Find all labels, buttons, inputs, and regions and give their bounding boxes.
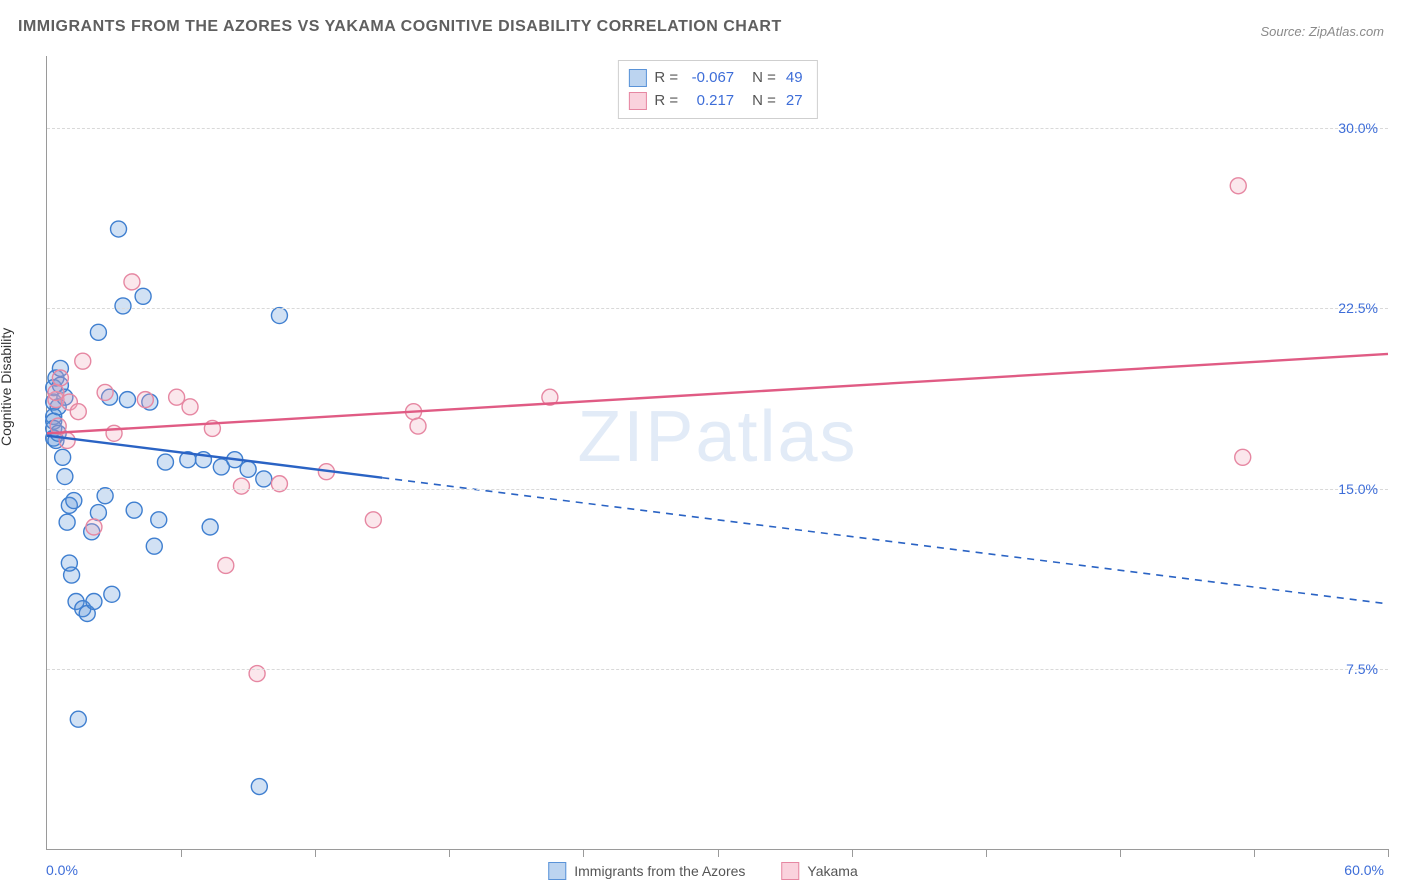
data-point [151,512,167,528]
data-point [137,392,153,408]
data-point [97,384,113,400]
y-tick-label: 7.5% [1346,661,1378,677]
data-point [59,432,75,448]
data-point [106,425,122,441]
swatch-icon [548,862,566,880]
data-point [86,519,102,535]
swatch-icon [781,862,799,880]
data-point [256,471,272,487]
data-point [365,512,381,528]
chart-plot-area: ZIPatlas R =-0.067 N =49 R =0.217 N =27 … [46,56,1388,850]
chart-title: IMMIGRANTS FROM THE AZORES VS YAKAMA COG… [18,18,782,36]
data-point [202,519,218,535]
data-point [1230,178,1246,194]
data-point [233,478,249,494]
data-point [111,221,127,237]
x-axis-min-label: 0.0% [46,862,78,878]
x-axis-max-label: 60.0% [1344,862,1384,878]
scatter-plot-svg [47,56,1388,849]
data-point [157,454,173,470]
data-point [66,493,82,509]
data-point [271,308,287,324]
data-point [55,449,71,465]
data-point [104,586,120,602]
data-point [240,461,256,477]
data-point [251,779,267,795]
legend: Immigrants from the Azores Yakama [548,862,858,880]
data-point [90,324,106,340]
data-point [124,274,140,290]
trend-line-dashed [382,478,1388,604]
legend-label-2: Yakama [807,863,857,879]
data-point [86,593,102,609]
data-point [182,399,198,415]
data-point [59,514,75,530]
source-label: Source: ZipAtlas.com [1260,24,1384,39]
data-point [1235,449,1251,465]
data-point [218,557,234,573]
y-tick-label: 15.0% [1338,481,1378,497]
data-point [126,502,142,518]
data-point [97,488,113,504]
legend-label-1: Immigrants from the Azores [574,863,745,879]
data-point [410,418,426,434]
data-point [146,538,162,554]
y-tick-label: 22.5% [1338,300,1378,316]
y-axis-title: Cognitive Disability [0,328,14,446]
data-point [115,298,131,314]
data-point [70,404,86,420]
data-point [75,353,91,369]
data-point [119,392,135,408]
y-tick-label: 30.0% [1338,120,1378,136]
data-point [90,505,106,521]
data-point [61,555,77,571]
legend-item-2: Yakama [781,862,857,880]
legend-item-1: Immigrants from the Azores [548,862,745,880]
data-point [57,469,73,485]
data-point [169,389,185,405]
data-point [70,711,86,727]
data-point [135,288,151,304]
data-point [52,370,68,386]
data-point [48,384,64,400]
trend-line [47,354,1388,433]
